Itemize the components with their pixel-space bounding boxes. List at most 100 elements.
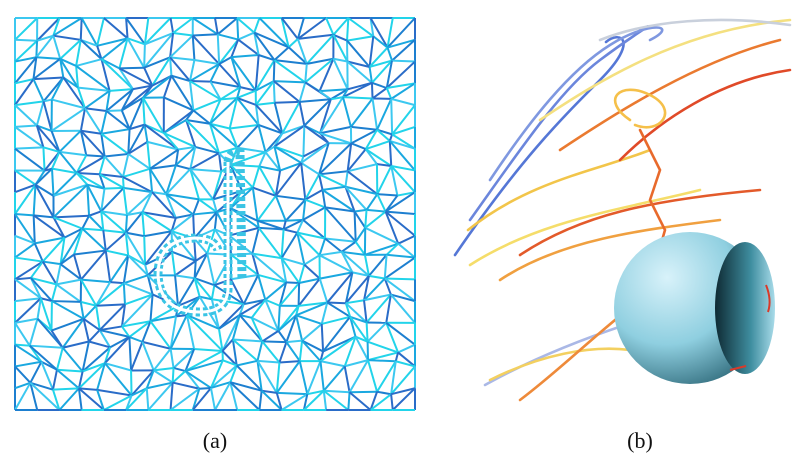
mesh-edge [320, 252, 342, 255]
mesh-edge [59, 131, 80, 152]
mesh-edge [36, 57, 60, 59]
mesh-edge [104, 18, 128, 38]
mesh-edge [170, 36, 193, 58]
mesh-edge [15, 323, 30, 346]
mesh-edge [355, 212, 356, 242]
mesh-edge [164, 120, 186, 133]
mesh-edge [74, 251, 106, 255]
mesh-edge [286, 342, 299, 361]
mesh-edge [43, 147, 44, 170]
mesh-edge [387, 88, 391, 99]
mesh-edge [303, 207, 325, 219]
mesh-edge [320, 97, 343, 133]
mesh-edge [324, 391, 350, 392]
mesh-edge [278, 306, 279, 331]
mesh-edge [15, 147, 43, 148]
mesh-edge [347, 36, 373, 40]
mesh-edge [37, 101, 44, 125]
mesh-edge [320, 361, 323, 391]
mesh-edge [110, 282, 124, 283]
mesh-edge [286, 341, 302, 342]
mesh-edge [333, 18, 348, 35]
mesh-edge [320, 361, 344, 366]
mesh-edge [15, 214, 34, 215]
mesh-edge [52, 301, 81, 302]
mesh-edge [301, 163, 305, 200]
mesh-edge [173, 18, 193, 33]
mesh-edge [277, 393, 308, 394]
mesh-edge [257, 341, 262, 360]
mesh-edge [36, 41, 37, 58]
mesh-edge [110, 337, 129, 347]
mesh-edge [193, 212, 217, 214]
mesh-edge [368, 352, 398, 360]
mesh-edge [142, 212, 144, 236]
mesh-edge [123, 169, 150, 177]
mesh-edge [15, 258, 43, 262]
mesh-edge [172, 252, 175, 276]
mesh-edge [154, 349, 171, 371]
mesh-edge [15, 40, 37, 41]
mesh-edge [15, 362, 41, 367]
mesh-edge [299, 283, 300, 306]
mesh-edge [33, 59, 60, 79]
mesh-edge [324, 391, 326, 410]
mesh-edge [78, 88, 85, 109]
mesh-edge [385, 255, 387, 279]
mesh-edge [96, 282, 110, 306]
mesh-edge [377, 194, 397, 195]
mesh-edge [259, 391, 261, 410]
mesh-edge [230, 125, 259, 129]
mesh-edge [52, 284, 57, 301]
mesh-edge [57, 348, 63, 370]
mesh-edge [231, 55, 258, 57]
mesh-edge [323, 187, 346, 190]
mesh-edge [257, 361, 279, 363]
mesh-edge [193, 199, 199, 214]
mesh-edge [368, 360, 396, 361]
mesh-edge [345, 366, 350, 392]
mesh-edge [15, 149, 45, 171]
mesh-edge [301, 163, 319, 174]
mesh-edge [106, 89, 132, 111]
mesh-edge [284, 229, 298, 232]
mesh-edge [193, 18, 218, 34]
mesh-edge [150, 294, 152, 321]
mesh-edge [194, 349, 222, 351]
mesh-edge [231, 165, 260, 166]
mesh-edge [365, 210, 366, 228]
mesh-edge [173, 368, 174, 383]
mesh-edge [85, 108, 106, 111]
mesh-edge [53, 36, 80, 40]
mesh-edge [96, 304, 125, 305]
sphere [614, 232, 775, 384]
mesh-edge [171, 18, 174, 33]
mesh-edge [300, 361, 308, 394]
mesh-edge [53, 370, 57, 390]
mesh-edge [44, 101, 52, 131]
mesh-edge [52, 108, 85, 131]
mesh-edge [15, 366, 30, 382]
panel-label: (a) [203, 428, 227, 453]
mesh-edge [279, 361, 299, 362]
mesh-edge [15, 126, 37, 127]
mesh-edge [175, 275, 178, 305]
mesh-edge [124, 283, 125, 304]
mesh-edge [124, 283, 153, 294]
mesh-edge [391, 394, 393, 410]
mesh-edge [89, 330, 100, 341]
mesh-edge [319, 174, 345, 186]
mesh-edge [176, 165, 190, 169]
mesh-edge [279, 342, 286, 362]
mesh-edge [173, 33, 193, 36]
mesh-edge [154, 370, 173, 382]
mesh-edge [320, 91, 331, 99]
mesh-edge [52, 169, 53, 196]
mesh-edge [233, 339, 262, 341]
mesh-edge [299, 265, 304, 283]
mesh-edge [398, 236, 415, 244]
mesh-edge [212, 285, 215, 299]
mesh-edge [175, 261, 196, 276]
mesh-edge [347, 18, 348, 41]
mesh-edge [365, 212, 385, 228]
